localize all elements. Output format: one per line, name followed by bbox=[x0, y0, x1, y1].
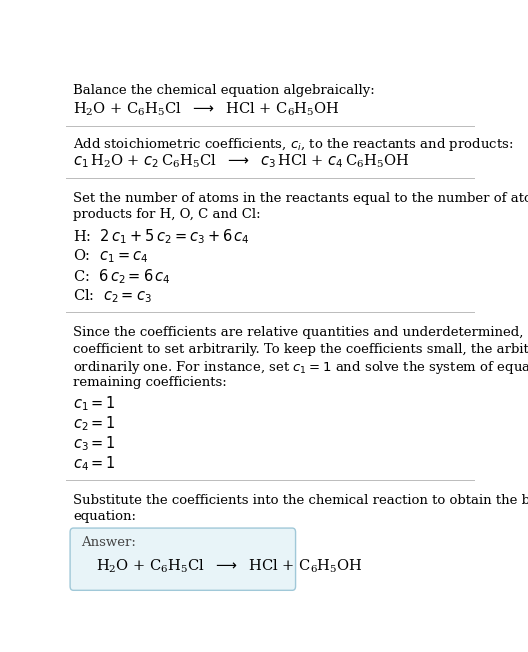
Text: products for H, O, C and Cl:: products for H, O, C and Cl: bbox=[73, 208, 261, 221]
Text: H:  $2\,c_1 + 5\,c_2 = c_3 + 6\,c_4$: H: $2\,c_1 + 5\,c_2 = c_3 + 6\,c_4$ bbox=[73, 227, 250, 246]
Text: remaining coefficients:: remaining coefficients: bbox=[73, 376, 227, 389]
Text: $c_4 = 1$: $c_4 = 1$ bbox=[73, 455, 116, 473]
Text: ordinarily one. For instance, set $c_1 = 1$ and solve the system of equations fo: ordinarily one. For instance, set $c_1 =… bbox=[73, 359, 528, 376]
Text: $\mathregular{H_2O}$ + $\mathregular{C_6H_5Cl}$  $\longrightarrow$  $\mathregula: $\mathregular{H_2O}$ + $\mathregular{C_6… bbox=[73, 101, 340, 118]
Text: $c_3 = 1$: $c_3 = 1$ bbox=[73, 435, 116, 453]
Text: C:  $6\,c_2 = 6\,c_4$: C: $6\,c_2 = 6\,c_4$ bbox=[73, 267, 171, 286]
Text: Add stoichiometric coefficients, $c_i$, to the reactants and products:: Add stoichiometric coefficients, $c_i$, … bbox=[73, 136, 514, 153]
Text: $c_1 = 1$: $c_1 = 1$ bbox=[73, 394, 116, 413]
Text: Balance the chemical equation algebraically:: Balance the chemical equation algebraica… bbox=[73, 84, 375, 97]
Text: O:  $c_1 = c_4$: O: $c_1 = c_4$ bbox=[73, 247, 148, 265]
Text: Set the number of atoms in the reactants equal to the number of atoms in the: Set the number of atoms in the reactants… bbox=[73, 192, 528, 205]
Text: Answer:: Answer: bbox=[81, 536, 136, 549]
Text: Substitute the coefficients into the chemical reaction to obtain the balanced: Substitute the coefficients into the che… bbox=[73, 494, 528, 507]
Text: coefficient to set arbitrarily. To keep the coefficients small, the arbitrary va: coefficient to set arbitrarily. To keep … bbox=[73, 343, 528, 356]
Text: $\mathregular{H_2O}$ + $\mathregular{C_6H_5Cl}$  $\longrightarrow$  $\mathregula: $\mathregular{H_2O}$ + $\mathregular{C_6… bbox=[96, 557, 363, 574]
Text: Since the coefficients are relative quantities and underdetermined, choose a: Since the coefficients are relative quan… bbox=[73, 326, 528, 339]
Text: equation:: equation: bbox=[73, 511, 136, 524]
FancyBboxPatch shape bbox=[70, 528, 296, 590]
Text: Cl:  $c_2 = c_3$: Cl: $c_2 = c_3$ bbox=[73, 287, 152, 304]
Text: $c_1\,\mathregular{H_2O}$ + $c_2\,\mathregular{C_6H_5Cl}$  $\longrightarrow$  $c: $c_1\,\mathregular{H_2O}$ + $c_2\,\mathr… bbox=[73, 153, 410, 170]
Text: $c_2 = 1$: $c_2 = 1$ bbox=[73, 415, 116, 434]
